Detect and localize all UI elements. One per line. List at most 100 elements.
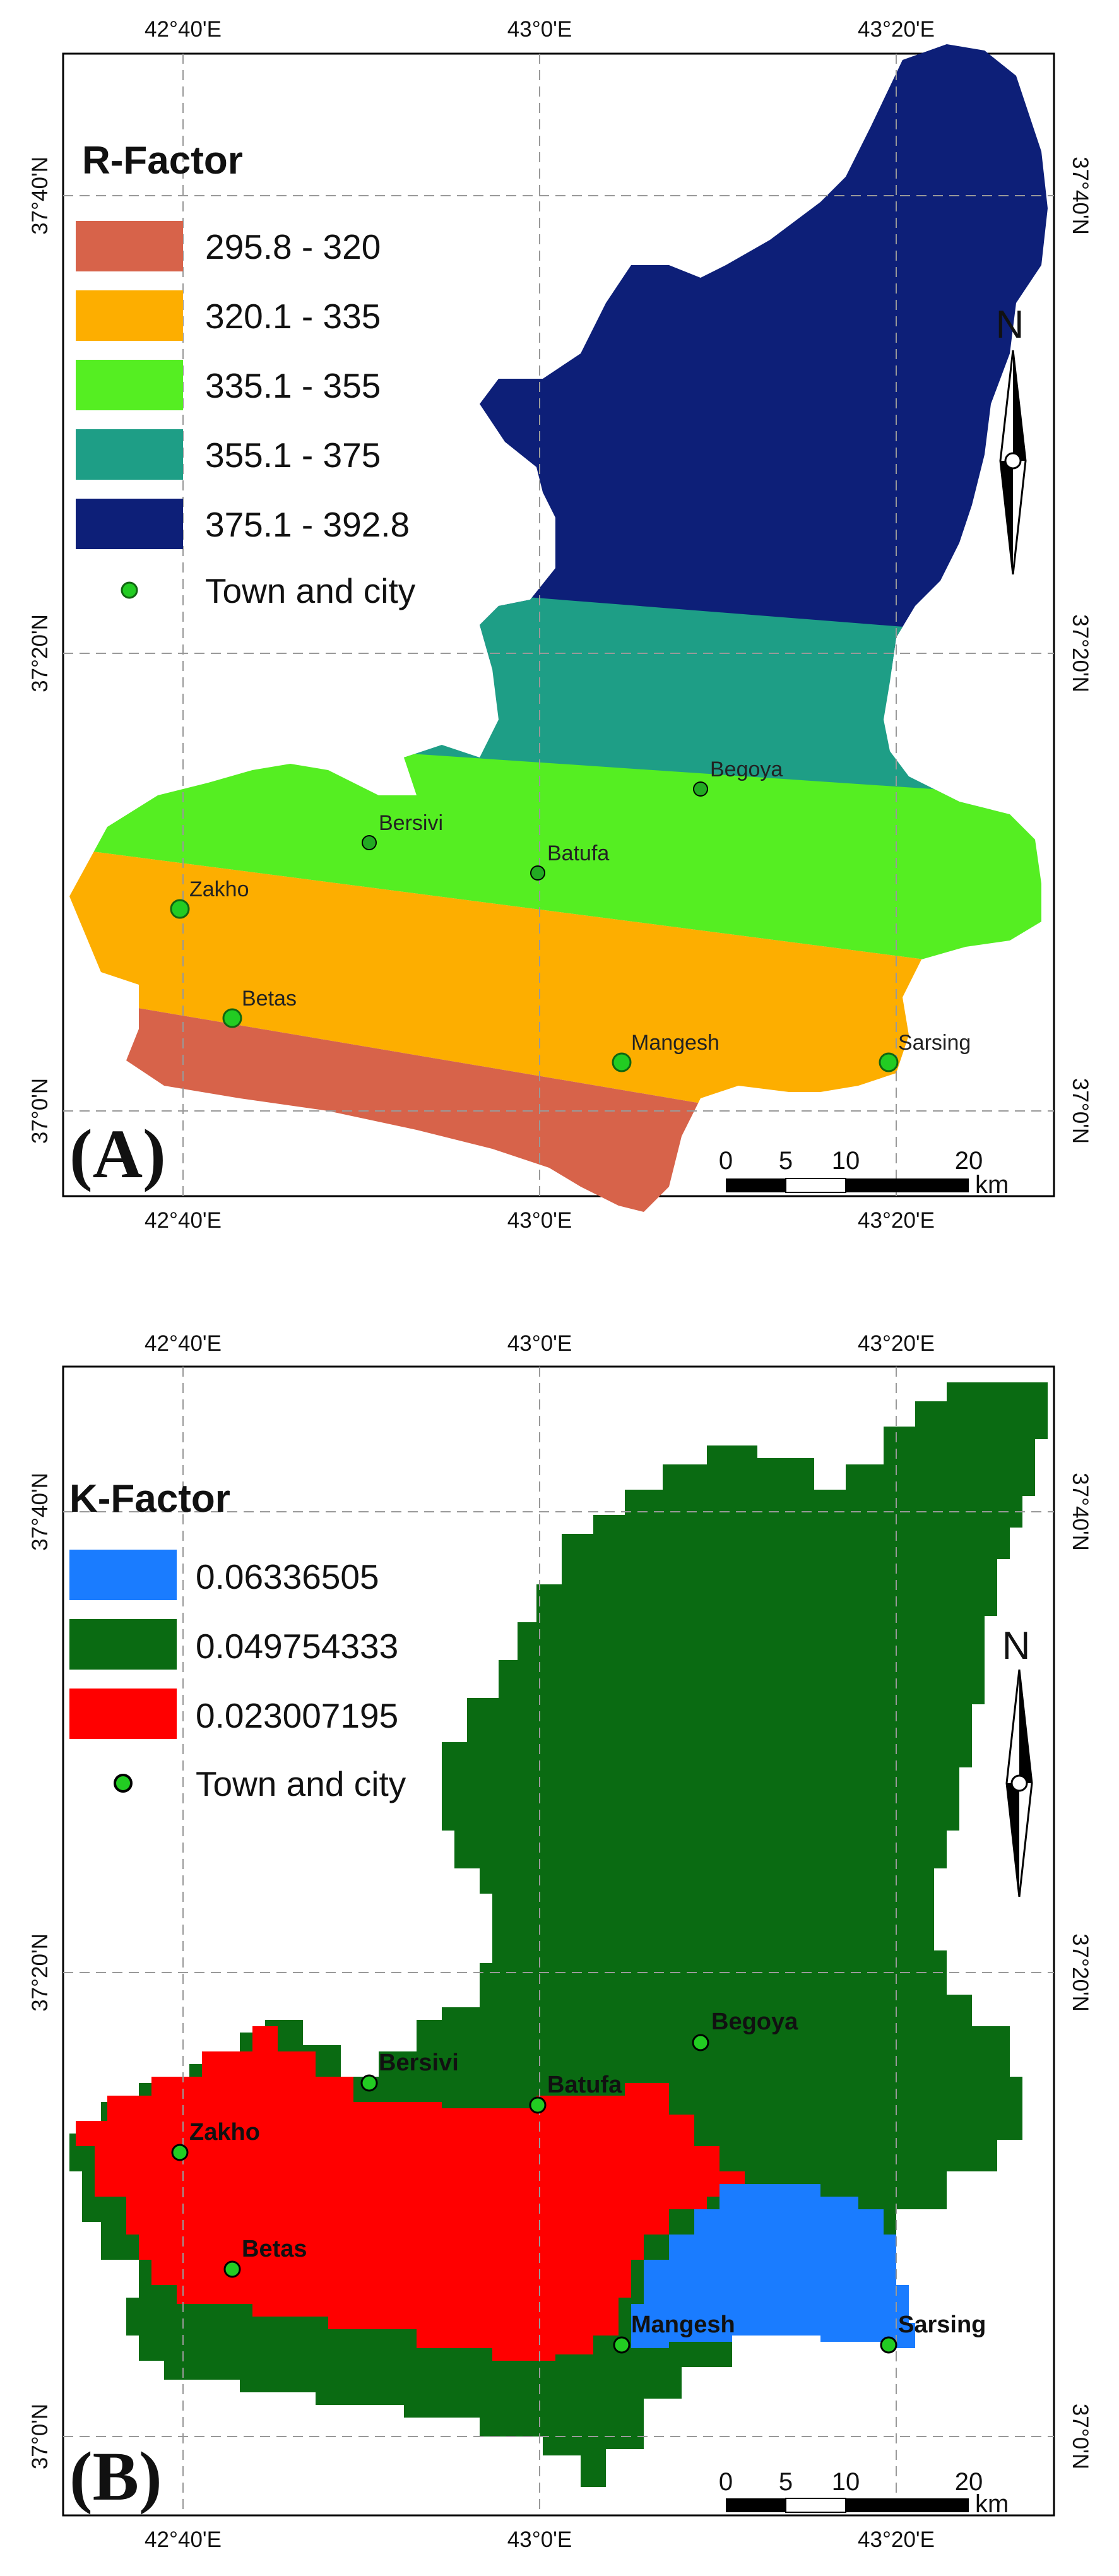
town-marker [360,2074,378,2092]
right-tick-3: 37°0'N [1068,2404,1092,2469]
legend-label-3: 335.1 - 355 [205,366,381,405]
town-marker-icon [114,1774,133,1793]
left-tick-2: 37°20'N [28,1933,52,2012]
town-label: Betas [242,2236,307,2262]
bottom-tick-3: 43°20'E [858,2527,935,2552]
top-tick-1: 42°40'E [145,17,222,42]
legend-label-5: 375.1 - 392.8 [205,505,410,544]
legend-title: R-Factor [82,139,243,182]
right-tick-3: 37°0'N [1068,1078,1092,1144]
legend-label-3: 0.023007195 [196,1696,398,1735]
left-tick-1: 37°40'N [28,157,52,235]
town-label: Begoya [711,2009,798,2035]
legend-title: K-Factor [69,1477,230,1521]
legend-swatch-1 [69,1550,177,1600]
legend-label-2: 320.1 - 335 [205,297,381,336]
scale-bar-b: 0 5 10 20 km [719,2468,1009,2518]
town-marker [879,1052,899,1072]
bottom-tick-1: 42°40'E [145,2527,222,2552]
left-tick-3: 37°0'N [28,1078,52,1144]
graticule-b [63,1367,1054,2515]
bottom-tick-2: 43°0'E [507,2527,572,2552]
left-tick-3: 37°0'N [28,2404,52,2469]
legend-swatch-2 [69,1619,177,1670]
town-marker [692,2034,709,2051]
town-marker [693,781,708,797]
map-panel-b: 42°40'E 43°0'E 43°20'E 42°40'E 43°0'E 43… [28,1331,1092,2552]
scale-label: 20 [955,1147,983,1175]
towns-a: Bersivi Begoya Batufa Zakho Betas Manges… [170,757,971,1072]
scale-label: 0 [719,1147,733,1175]
bottom-tick-3: 43°20'E [858,1208,935,1233]
map-panel-a: 42°40'E 43°0'E 43°20'E 42°40'E 43°0'E 43… [28,17,1092,1233]
legend-label-4: 355.1 - 375 [205,436,381,475]
town-marker [222,1008,242,1028]
town-marker [362,835,377,850]
town-label: Mangesh [631,1031,719,1055]
legend-swatch-3 [69,1689,177,1739]
top-tick-1: 42°40'E [145,1331,222,1356]
legend-swatch-1 [76,221,183,271]
scale-label: 20 [955,2468,983,2496]
town-label: Batufa [547,841,609,865]
panel-label-b: (B) [69,2438,162,2515]
left-tick-2: 37°20'N [28,614,52,692]
town-marker [171,2144,189,2161]
region-335-355 [69,726,1048,985]
town-label: Begoya [710,757,783,781]
left-tick-1: 37°40'N [28,1473,52,1551]
scale-label: 5 [779,1147,793,1175]
scale-unit: km [975,2490,1009,2518]
legend-town-label: Town and city [205,571,416,610]
town-label: Sarsing [898,2312,986,2338]
scale-label: 5 [779,2468,793,2496]
legend-swatch-4 [76,429,183,480]
scale-label: 10 [832,1147,860,1175]
town-label: Batufa [547,2072,622,2098]
legend-swatch-3 [76,360,183,410]
legend-swatch-5 [76,499,183,549]
town-marker [529,2096,547,2114]
town-label: Zakho [189,877,249,901]
scale-label: 10 [832,2468,860,2496]
town-marker [170,899,190,919]
scale-unit: km [975,1171,1009,1199]
bottom-tick-2: 43°0'E [507,1208,572,1233]
region-0-023007195 [76,2026,745,2361]
right-tick-1: 37°40'N [1068,1473,1092,1551]
town-label: Bersivi [379,811,443,835]
scale-label: 0 [719,2468,733,2496]
legend-label-2: 0.049754333 [196,1627,398,1666]
town-label: Sarsing [898,1031,971,1055]
north-arrow-icon: N [996,303,1027,575]
legend-label-1: 295.8 - 320 [205,227,381,266]
town-marker [613,2336,631,2354]
legend-swatch-2 [76,290,183,341]
town-marker [880,2336,897,2354]
town-marker [612,1052,632,1072]
town-label: Betas [242,987,297,1011]
right-tick-1: 37°40'N [1068,157,1092,235]
north-label: N [996,303,1024,347]
town-label: Mangesh [631,2312,735,2338]
legend-a: R-Factor 295.8 - 320 320.1 - 335 335.1 -… [76,139,416,610]
legend-label-1: 0.06336505 [196,1557,379,1596]
legend-town-label: Town and city [196,1764,406,1803]
right-tick-2: 37°20'N [1068,614,1092,692]
town-label: Bersivi [379,2050,459,2076]
right-tick-2: 37°20'N [1068,1933,1092,2012]
legend-b: K-Factor 0.06336505 0.049754333 0.023007… [69,1477,406,1803]
top-tick-2: 43°0'E [507,1331,572,1356]
top-tick-3: 43°20'E [858,17,935,42]
top-tick-2: 43°0'E [507,17,572,42]
bottom-tick-1: 42°40'E [145,1208,222,1233]
north-arrow-icon: N [1002,1624,1033,1897]
scale-bar-a: 0 5 10 20 km [719,1147,1009,1199]
town-marker [530,865,545,881]
panel-label-a: (A) [69,1115,166,1192]
town-marker-icon [121,581,138,599]
region-0-06336505 [631,2184,915,2348]
top-tick-3: 43°20'E [858,1331,935,1356]
towns-b: Begoya Bersivi Batufa Zakho Betas Manges… [171,2009,986,2354]
north-label: N [1002,1624,1031,1668]
